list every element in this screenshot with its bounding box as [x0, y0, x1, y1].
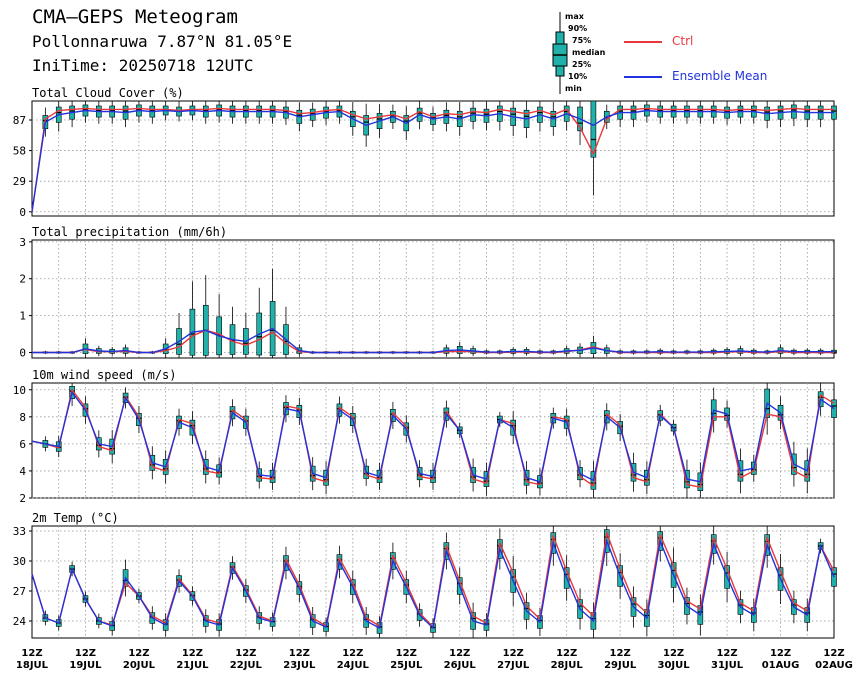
x-hour-label: 12Z [128, 648, 149, 659]
panel-1: Total Cloud Cover (%) 0 29 58 87 [13, 86, 837, 219]
legend-max-label: max [565, 12, 584, 21]
y-tick-label: 10 [13, 384, 26, 397]
x-date-label: 29JUL [604, 660, 637, 671]
ensemble-mean-line [32, 327, 834, 354]
legend-p90-label: 90% [568, 24, 588, 33]
y-tick-label: 0 [19, 346, 26, 359]
x-date-label: 30JUL [658, 660, 691, 671]
y-tick-label: 8 [19, 411, 26, 424]
y-tick-label: 24 [13, 615, 27, 628]
ensemble-mean-line [31, 538, 835, 630]
x-hour-label: 12Z [449, 648, 470, 659]
ctrl-line [31, 388, 835, 489]
x-date-label: 25JUL [390, 660, 423, 671]
x-hour-label: 12Z [75, 648, 96, 659]
x-date-label: 18JUL [16, 660, 49, 671]
legend-p10-label: 10% [568, 72, 588, 81]
ensemble-mean-line [31, 390, 835, 483]
y-tick-label: 1 [19, 310, 26, 323]
x-hour-label: 12Z [770, 648, 791, 659]
x-date-label: 21JUL [176, 660, 209, 671]
y-tick-label: 2 [19, 492, 26, 505]
x-date-label: 31JUL [711, 660, 744, 671]
x-axis-labels: 12Z18JUL12Z19JUL12Z20JUL12Z21JUL12Z22JUL… [16, 648, 853, 671]
x-date-label: 24JUL [337, 660, 370, 671]
y-tick-label: 2 [19, 273, 26, 286]
ctrl-line [31, 107, 834, 212]
panel-2: Total precipitation (mm/6h) 0 1 2 3 [19, 225, 837, 359]
panel-title: Total Cloud Cover (%) [32, 86, 184, 100]
location-label: Pollonnaruwa 7.87°N 81.05°E [32, 32, 293, 51]
x-date-label: 27JUL [497, 660, 530, 671]
ensemble-mean-line [31, 109, 834, 212]
x-hour-label: 12Z [396, 648, 417, 659]
y-tick-label: 87 [13, 114, 26, 127]
x-hour-label: 12Z [663, 648, 684, 659]
x-hour-label: 12Z [823, 648, 844, 659]
init-time-label: IniTime: 20250718 12UTC [32, 56, 254, 75]
y-tick-label: 29 [13, 175, 26, 188]
y-tick-label: 58 [13, 145, 26, 158]
x-hour-label: 12Z [21, 648, 42, 659]
x-date-label: 28JUL [551, 660, 584, 671]
x-date-label: 19JUL [69, 660, 102, 671]
legend-min-label: min [565, 84, 582, 93]
y-tick-label: 30 [13, 555, 26, 568]
legend-p25-label: 25% [572, 60, 592, 69]
x-hour-label: 12Z [182, 648, 203, 659]
x-hour-label: 12Z [610, 648, 631, 659]
panel-title: 10m wind speed (m/s) [32, 368, 177, 382]
y-tick-label: 33 [13, 525, 26, 538]
legend-median-label: median [572, 48, 606, 57]
box-body [831, 399, 837, 418]
x-hour-label: 12Z [342, 648, 363, 659]
y-tick-label: 4 [19, 465, 26, 478]
legend-ctrl-line [624, 41, 662, 43]
x-date-label: 02AUG [815, 660, 853, 671]
panel-4: 2m Temp (°C) 24 27 30 33 [13, 511, 837, 639]
x-hour-label: 12Z [289, 648, 310, 659]
panel-title: 2m Temp (°C) [32, 511, 119, 525]
y-tick-label: 0 [19, 206, 26, 219]
legend-ctrl-label: Ctrl [672, 34, 694, 48]
x-date-label: 26JUL [444, 660, 477, 671]
meteogram-title: CMA–GEPS Meteogram [32, 6, 238, 28]
x-hour-label: 12Z [235, 648, 256, 659]
y-tick-label: 3 [19, 236, 26, 249]
box-body [590, 100, 597, 158]
x-date-label: 01AUG [762, 660, 800, 671]
x-date-label: 23JUL [283, 660, 316, 671]
legend-box-glyph [552, 12, 568, 94]
x-hour-label: 12Z [503, 648, 524, 659]
panel-3: 10m wind speed (m/s) 2 4 6 8 10 [13, 368, 837, 505]
legend: max 90% 75% median 25% 10% min Ctrl Ense… [552, 10, 802, 96]
legend-mean-label: Ensemble Mean [672, 69, 768, 83]
x-date-label: 20JUL [123, 660, 156, 671]
panel-title: Total precipitation (mm/6h) [32, 225, 227, 239]
y-tick-label: 27 [13, 585, 26, 598]
legend-p75-label: 75% [572, 36, 592, 45]
y-tick-label: 6 [19, 438, 26, 451]
x-hour-label: 12Z [556, 648, 577, 659]
x-hour-label: 12Z [716, 648, 737, 659]
x-date-label: 22JUL [230, 660, 263, 671]
legend-mean-line [624, 76, 662, 78]
